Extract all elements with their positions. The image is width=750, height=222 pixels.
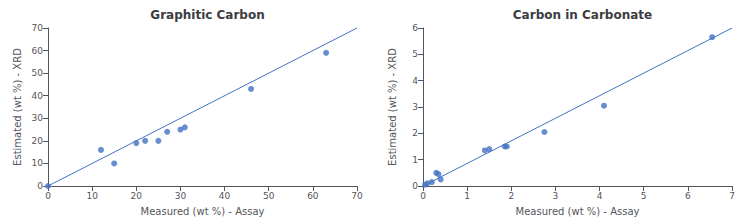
svg-text:Carbon in Carbonate: Carbon in Carbonate: [513, 8, 652, 22]
svg-text:4: 4: [412, 76, 418, 86]
svg-text:7: 7: [729, 191, 735, 201]
svg-text:2: 2: [412, 128, 418, 138]
svg-text:70: 70: [32, 23, 44, 33]
svg-text:60: 60: [32, 46, 44, 56]
svg-text:6: 6: [685, 191, 691, 201]
svg-text:0: 0: [37, 181, 43, 191]
svg-text:20: 20: [131, 191, 143, 201]
svg-text:1: 1: [412, 155, 418, 165]
svg-text:1: 1: [464, 191, 470, 201]
svg-text:Measured (wt %) - Assay: Measured (wt %) - Assay: [141, 206, 265, 217]
svg-text:5: 5: [412, 49, 418, 59]
svg-text:50: 50: [263, 191, 275, 201]
svg-text:5: 5: [641, 191, 647, 201]
svg-text:10: 10: [32, 158, 44, 168]
svg-text:Estimated (wt %) - XRD: Estimated (wt %) - XRD: [387, 48, 398, 166]
svg-text:Measured (wt %) - Assay: Measured (wt %) - Assay: [516, 206, 640, 217]
svg-text:3: 3: [412, 102, 418, 112]
svg-text:70: 70: [351, 191, 363, 201]
svg-text:60: 60: [307, 191, 319, 201]
svg-text:20: 20: [32, 136, 44, 146]
svg-text:Estimated (wt %) - XRD: Estimated (wt %) - XRD: [12, 48, 23, 166]
svg-text:Graphitic Carbon: Graphitic Carbon: [150, 8, 264, 22]
svg-text:30: 30: [175, 191, 187, 201]
svg-text:2: 2: [508, 191, 514, 201]
svg-text:10: 10: [86, 191, 98, 201]
svg-text:3: 3: [553, 191, 559, 201]
svg-text:6: 6: [412, 23, 418, 33]
svg-text:40: 40: [32, 91, 44, 101]
svg-text:30: 30: [32, 113, 44, 123]
svg-text:50: 50: [32, 68, 44, 78]
svg-text:0: 0: [412, 181, 418, 191]
svg-text:40: 40: [219, 191, 231, 201]
svg-text:4: 4: [597, 191, 603, 201]
svg-text:0: 0: [45, 191, 51, 201]
svg-text:0: 0: [420, 191, 426, 201]
